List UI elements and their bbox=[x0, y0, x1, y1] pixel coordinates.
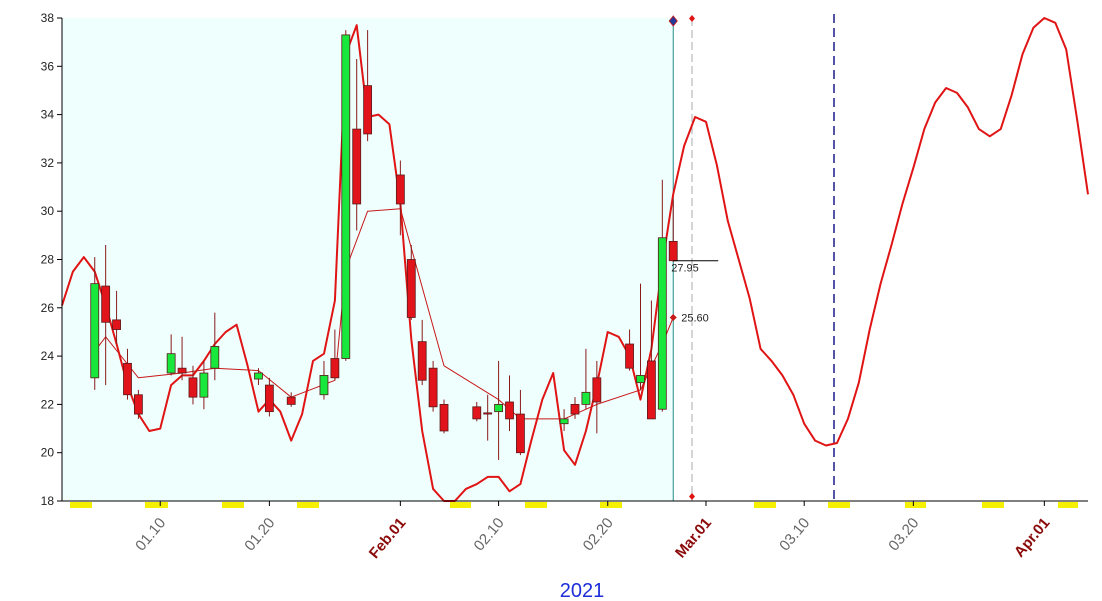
candle-body bbox=[395, 174, 405, 205]
marker-diamond bbox=[689, 15, 695, 22]
weekend-marker bbox=[754, 502, 776, 508]
x-axis-title: 2021 bbox=[560, 580, 605, 601]
candle-body bbox=[90, 283, 100, 379]
weekend-marker bbox=[450, 502, 471, 508]
x-tick-label: Mar.01 bbox=[672, 515, 715, 562]
candle-body bbox=[625, 343, 634, 369]
candle-body bbox=[472, 406, 482, 420]
candle-body bbox=[112, 319, 121, 330]
candle-body bbox=[428, 367, 438, 408]
y-tick-label: 26 bbox=[41, 301, 55, 315]
weekend-marker bbox=[222, 502, 244, 508]
candle-body bbox=[101, 285, 111, 323]
plot: 25.60 27.95 bbox=[61, 17, 1089, 502]
candle-body bbox=[210, 346, 220, 369]
weekend-marker bbox=[145, 502, 168, 508]
candle-body bbox=[264, 384, 274, 413]
x-tick-label: 01.10 bbox=[132, 515, 169, 555]
marker-diamond bbox=[689, 493, 695, 500]
last-close-label: 27.95 bbox=[671, 263, 699, 275]
weekend-marker bbox=[297, 502, 319, 508]
y-tick-label: 20 bbox=[41, 446, 55, 460]
weekend-marker bbox=[828, 502, 850, 508]
candle-body bbox=[439, 403, 449, 432]
candle-body bbox=[254, 372, 263, 380]
candle-body bbox=[341, 34, 351, 359]
x-tick-label: 03.10 bbox=[776, 515, 813, 555]
candle-body bbox=[570, 403, 580, 415]
candle-body bbox=[516, 413, 525, 454]
y-tick-label: 32 bbox=[41, 156, 55, 170]
weekend-marker bbox=[600, 502, 622, 508]
candle-body bbox=[417, 341, 427, 381]
candle-body bbox=[134, 394, 143, 415]
y-tick-label: 38 bbox=[41, 11, 55, 25]
projection-line bbox=[61, 17, 1089, 502]
candle-body bbox=[505, 401, 514, 420]
candle-body bbox=[177, 367, 187, 374]
candle-body bbox=[188, 377, 198, 398]
candle-body bbox=[406, 259, 416, 318]
candle-body bbox=[286, 396, 296, 405]
y-tick-label: 30 bbox=[41, 204, 55, 218]
point-marker bbox=[669, 313, 677, 321]
weekend-marker bbox=[905, 502, 926, 508]
candle-body bbox=[352, 128, 362, 205]
candle-body bbox=[592, 377, 602, 403]
y-tick-label: 28 bbox=[41, 253, 55, 267]
candle-body bbox=[483, 412, 493, 415]
y-tick-label: 34 bbox=[41, 108, 55, 122]
candle-body bbox=[559, 418, 569, 425]
marker-diamond bbox=[668, 15, 678, 27]
candle-body bbox=[123, 362, 132, 396]
candle-body bbox=[319, 375, 329, 396]
y-tick-label: 24 bbox=[41, 349, 55, 363]
x-tick-label: 01.20 bbox=[241, 515, 278, 555]
candle-body bbox=[668, 240, 678, 262]
y-tick-label: 22 bbox=[41, 397, 55, 411]
candle-body bbox=[657, 237, 667, 410]
y-tick-label: 36 bbox=[41, 59, 55, 73]
value-label: 25.60 bbox=[681, 312, 709, 324]
weekend-marker bbox=[70, 502, 92, 508]
weekend-marker bbox=[982, 502, 1004, 508]
x-tick-label: 02.20 bbox=[580, 515, 617, 555]
candle-body bbox=[166, 353, 176, 374]
candle-body bbox=[363, 85, 373, 135]
candle-body bbox=[330, 358, 340, 379]
candle-body bbox=[636, 375, 645, 384]
candle-body bbox=[647, 360, 656, 420]
x-tick-label: 03.20 bbox=[885, 515, 922, 555]
candle-body bbox=[494, 403, 503, 413]
candle-body bbox=[581, 391, 591, 405]
x-tick-label: 02.10 bbox=[471, 515, 508, 555]
candle-body bbox=[199, 372, 209, 398]
x-tick-label: Feb.01 bbox=[366, 515, 410, 562]
weekend-marker bbox=[525, 502, 547, 508]
weekend-marker bbox=[1058, 502, 1078, 508]
weekend-markers bbox=[70, 502, 1078, 508]
y-tick-label: 18 bbox=[41, 494, 55, 508]
x-tick-label: Apr.01 bbox=[1011, 515, 1054, 561]
